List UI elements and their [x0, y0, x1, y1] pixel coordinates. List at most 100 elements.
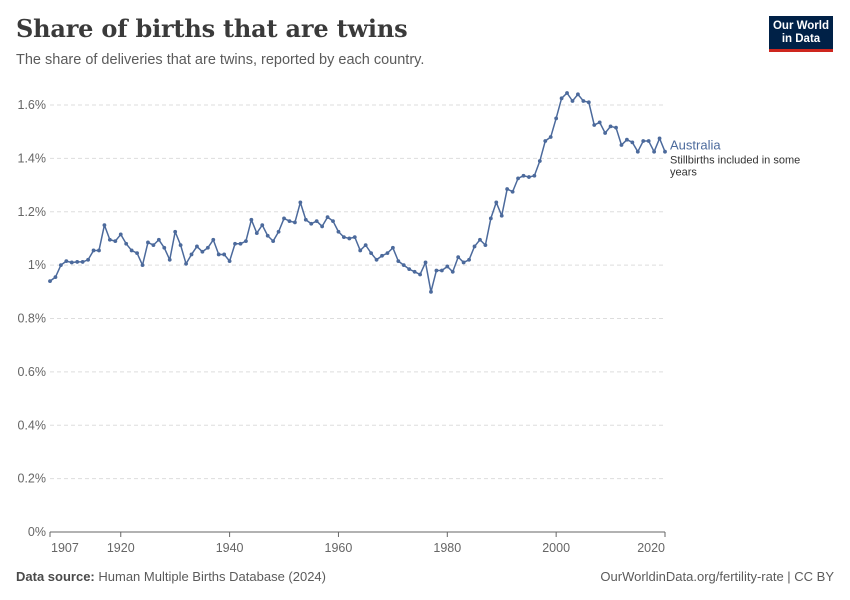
data-point: [211, 237, 216, 242]
data-point: [53, 275, 58, 280]
data-point: [652, 149, 657, 154]
data-point: [91, 248, 96, 253]
data-point: [64, 259, 69, 264]
data-point: [113, 239, 118, 244]
data-point: [488, 216, 493, 221]
data-point: [69, 260, 74, 265]
series-line: [49, 92, 666, 293]
data-point: [467, 257, 471, 262]
data-point: [124, 241, 129, 246]
data-point: [58, 263, 63, 268]
data-point: [205, 245, 210, 250]
owid-logo[interactable]: Our World in Data: [769, 16, 833, 52]
data-point: [282, 216, 286, 221]
data-point: [238, 241, 243, 246]
x-tick-label: 1920: [107, 541, 135, 555]
data-point: [625, 137, 629, 142]
data-point: [200, 249, 205, 254]
data-point: [478, 237, 482, 242]
data-point: [516, 176, 520, 181]
data-point: [167, 257, 172, 262]
series-note-line-2: years: [670, 167, 697, 179]
data-point: [227, 259, 232, 264]
data-point: [641, 139, 646, 143]
y-tick-label: 0%: [28, 525, 46, 539]
data-point: [287, 219, 292, 223]
data-point: [75, 260, 80, 264]
data-point: [156, 237, 161, 242]
data-point: [461, 260, 466, 265]
x-tick-label: 1940: [216, 541, 244, 555]
data-point: [331, 219, 335, 223]
data-point: [254, 231, 259, 236]
data-point: [570, 99, 575, 103]
data-point: [521, 173, 526, 178]
data-point: [494, 200, 499, 205]
x-tick-label: 2000: [542, 541, 570, 555]
data-point: [423, 260, 428, 265]
data-point: [195, 244, 199, 249]
data-point: [374, 257, 379, 262]
data-point: [173, 229, 178, 234]
data-point: [559, 96, 564, 101]
data-point: [592, 123, 597, 127]
data-point: [527, 175, 531, 179]
data-point: [554, 116, 559, 121]
x-tick-label: 1980: [433, 541, 461, 555]
data-point: [244, 239, 248, 244]
logo-line-1: Our World: [772, 20, 829, 32]
data-point: [543, 139, 548, 143]
data-point: [608, 124, 613, 129]
data-point: [548, 135, 553, 139]
data-point: [216, 252, 221, 257]
data-point: [151, 243, 156, 248]
data-point: [140, 263, 145, 268]
data-point: [369, 251, 374, 256]
data-point: [222, 252, 227, 257]
data-point: [184, 261, 188, 266]
data-point: [363, 243, 368, 248]
data-point: [303, 217, 308, 222]
data-point: [271, 239, 276, 244]
data-point: [537, 159, 542, 163]
data-point: [162, 245, 167, 250]
data-point: [586, 100, 591, 105]
data-point: [380, 253, 384, 258]
x-tick-label: 2020: [637, 541, 665, 555]
data-point: [630, 140, 635, 145]
series-label: Australia: [670, 138, 721, 153]
data-point: [450, 269, 455, 274]
data-point: [635, 149, 640, 154]
y-tick-label: 0.2%: [18, 472, 47, 486]
x-tick-label: 1907: [51, 541, 79, 555]
data-point: [407, 267, 412, 272]
data-point: [505, 187, 510, 191]
data-point: [320, 224, 325, 229]
data-point: [657, 136, 662, 141]
data-point: [336, 229, 341, 234]
footer-url[interactable]: OurWorldinData.org/fertility-rate | CC B…: [600, 569, 834, 584]
data-point: [456, 255, 461, 260]
data-point: [565, 91, 569, 95]
data-point: [434, 268, 439, 273]
logo-line-2: in Data: [781, 33, 821, 45]
data-point: [385, 251, 390, 256]
y-tick-label: 0.8%: [18, 312, 47, 326]
data-point: [581, 99, 586, 103]
data-point: [390, 245, 395, 250]
data-point: [107, 237, 112, 242]
data-point: [293, 220, 297, 225]
y-tick-label: 1.4%: [18, 151, 47, 165]
data-point: [412, 269, 417, 274]
data-point: [325, 215, 330, 219]
data-point: [499, 213, 504, 218]
y-tick-label: 1.2%: [18, 205, 47, 219]
data-point: [439, 268, 444, 273]
data-point: [48, 279, 52, 284]
data-point: [347, 236, 352, 241]
data-point: [396, 259, 401, 264]
data-point: [135, 251, 139, 256]
data-point: [309, 221, 314, 226]
data-source-link[interactable]: Human Multiple Births Database (2024): [98, 569, 326, 584]
data-point: [532, 173, 537, 178]
